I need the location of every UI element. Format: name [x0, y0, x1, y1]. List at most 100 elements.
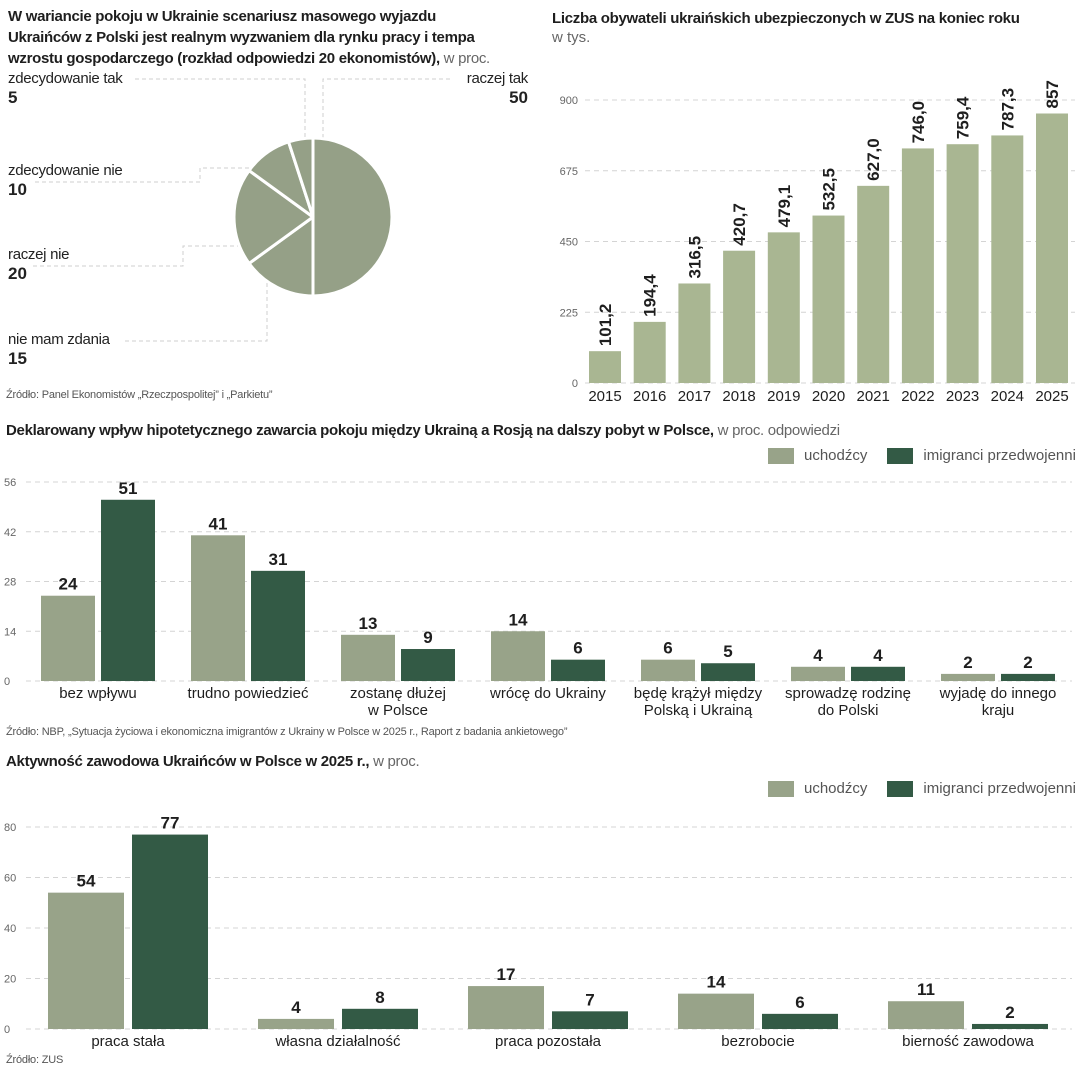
- x-tick-label: 2025: [1035, 388, 1068, 405]
- bar-value-label: 31: [269, 550, 288, 569]
- bar-refugees: [791, 666, 845, 681]
- bar-value-label: 4: [873, 646, 883, 665]
- leader-line-raczej-nie: [33, 245, 238, 267]
- pie-slice-raczej-tak: [311, 136, 394, 298]
- bar-value-label: 5: [723, 642, 732, 661]
- bar: [946, 144, 979, 383]
- bar-value-label: 77: [161, 814, 180, 833]
- bar-prewar: [1001, 673, 1055, 681]
- zus-chart-unit: w tys.: [552, 29, 591, 46]
- bar-value-label: 746,0: [909, 101, 928, 144]
- x-tick-label: 2015: [588, 388, 621, 405]
- legend-label-refugees: uchodźcy: [804, 447, 868, 464]
- y-tick-label: 0: [572, 378, 578, 390]
- leader-line-zdecydowanie-tak: [135, 78, 306, 138]
- legend-swatch-prewar: [887, 780, 914, 797]
- pie-label-zdecydowanie-nie: zdecydowanie nie 10: [8, 162, 123, 200]
- bar: [589, 351, 621, 383]
- y-tick-label: 42: [4, 527, 16, 539]
- bar: [723, 250, 756, 383]
- bar-value-label: 101,2: [596, 304, 615, 347]
- y-tick-label: 20: [4, 974, 16, 986]
- x-category-label: zostanę dłużej: [350, 685, 446, 702]
- legend-item-prewar: imigranci przedwojenni: [887, 447, 1076, 464]
- bar-value-label: 532,5: [820, 168, 839, 211]
- bar-refugees: [41, 595, 95, 681]
- x-category-label: kraju: [982, 702, 1015, 719]
- y-tick-label: 225: [560, 307, 578, 319]
- x-tick-label: 2022: [901, 388, 934, 405]
- pie-title-line-2: Ukraińców z Polski jest realnym wyzwanie…: [8, 29, 475, 46]
- bar-value-label: 7: [585, 990, 594, 1009]
- legend-item-prewar: imigranci przedwojenni: [887, 780, 1076, 797]
- pie-chart-title: W wariancie pokoju w Ukrainie scenariusz…: [8, 6, 538, 69]
- bar-refugees: [48, 892, 124, 1029]
- bar-refugees: [491, 631, 545, 681]
- zus-bar-chart: 0 225 450 675 900 101,2 2015 194,4 2016 316,5 2017…: [560, 80, 1075, 405]
- y-tick-label: 80: [4, 822, 16, 834]
- peace-title-unit: w proc. odpowiedzi: [713, 422, 840, 439]
- bar-value-label: 2: [1005, 1003, 1014, 1022]
- x-tick-label: 2017: [678, 388, 711, 405]
- legend-label-prewar: imigranci przedwojenni: [923, 447, 1076, 464]
- x-category-label: bierność zawodowa: [902, 1033, 1034, 1050]
- activity-title-unit: w proc.: [369, 753, 420, 770]
- pie-label-value: 50: [509, 88, 528, 107]
- bar: [857, 185, 890, 383]
- x-tick-label: 2018: [722, 388, 755, 405]
- bar-refugees: [258, 1018, 334, 1029]
- bar-prewar: [972, 1023, 1048, 1029]
- x-tick-label: 2019: [767, 388, 800, 405]
- bar: [991, 135, 1024, 383]
- pie-label-text: raczej tak: [466, 70, 529, 87]
- pie-title-line-3: wzrostu gospodarczego (rozkład odpowiedz…: [8, 50, 440, 67]
- activity-title-text: Aktywność zawodowa Ukraińców w Polsce w …: [6, 753, 370, 770]
- bar-prewar: [401, 649, 455, 681]
- peace-source: Źródło: NBP, „Sytuacja życiowa i ekonomi…: [6, 726, 568, 738]
- bar-value-label: 54: [77, 872, 96, 891]
- bar-value-label: 13: [359, 614, 378, 633]
- x-category-label: praca pozostała: [495, 1033, 602, 1050]
- leader-line-zdecydowanie-nie: [35, 167, 255, 183]
- bar-prewar: [101, 499, 155, 681]
- pie-slice-raczej-nie: [232, 169, 315, 265]
- bar-value-label: 627,0: [864, 138, 883, 181]
- pie-title-unit: w proc.: [439, 50, 491, 67]
- pie-label-raczej-nie: raczej nie 20: [8, 246, 70, 284]
- bar: [812, 215, 845, 383]
- x-category-label: własna działalność: [274, 1033, 401, 1050]
- bar-prewar: [251, 570, 305, 681]
- legend-item-refugees: uchodźcy: [768, 780, 867, 797]
- pie-label-value: 20: [8, 264, 27, 283]
- legend-label-refugees: uchodźcy: [804, 780, 868, 797]
- x-category-label: wyjadę do innego: [939, 685, 1057, 702]
- bar-value-label: 6: [663, 639, 672, 658]
- bar-value-label: 479,1: [775, 185, 794, 228]
- y-tick-label: 56: [4, 477, 16, 489]
- peace-chart-title: Deklarowany wpływ hipotetycznego zawarci…: [6, 420, 840, 441]
- x-category-label: praca stała: [91, 1033, 165, 1050]
- pie-label-raczej-tak: raczej tak 50: [466, 70, 529, 108]
- peace-legend: uchodźcy imigranci przedwojenni: [768, 447, 1076, 464]
- activity-legend: uchodźcy imigranci przedwojenni: [768, 780, 1076, 797]
- x-category-label: sprowadzę rodzinę: [785, 685, 911, 702]
- pie-label-value: 5: [8, 88, 18, 107]
- bar-prewar: [552, 1011, 628, 1029]
- x-category-label: do Polski: [818, 702, 879, 719]
- bar-prewar: [132, 834, 208, 1029]
- bar-value-label: 17: [497, 965, 516, 984]
- pie-label-text: raczej nie: [8, 246, 70, 263]
- pie-slice-nie-mam-zdania: [247, 215, 315, 298]
- zus-chart-title: Liczba obywateli ukraińskich ubezpieczon…: [552, 10, 1020, 27]
- bar-value-label: 14: [707, 973, 726, 992]
- y-tick-label: 0: [4, 1024, 10, 1036]
- bar-prewar: [551, 659, 605, 681]
- legend-item-refugees: uchodźcy: [768, 447, 867, 464]
- bar-value-label: 11: [917, 980, 935, 999]
- bar-refugees: [678, 993, 754, 1029]
- x-tick-label: 2021: [857, 388, 890, 405]
- bar: [767, 232, 800, 383]
- bar-refugees: [341, 634, 395, 681]
- bar-refugees: [468, 986, 544, 1029]
- bar-value-label: 759,4: [954, 96, 973, 139]
